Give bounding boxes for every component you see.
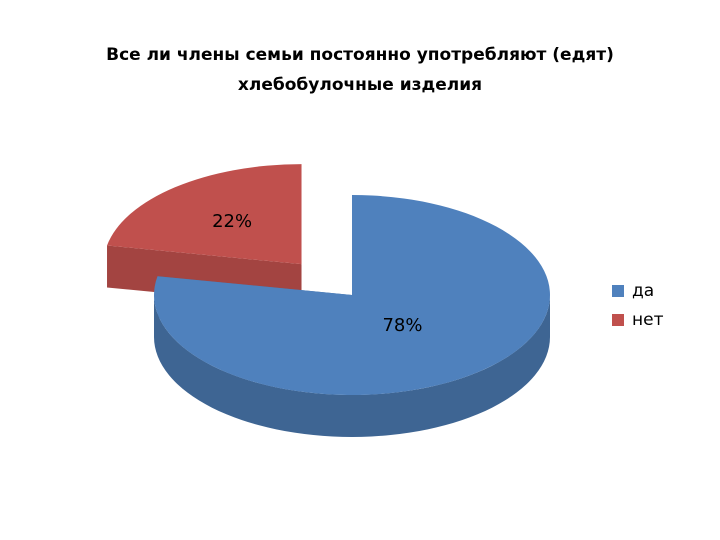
legend-swatch	[612, 314, 624, 326]
legend-swatch	[612, 285, 624, 297]
chart-title: Все ли члены семьи постоянно употребляют…	[106, 45, 614, 95]
slice	[153, 195, 550, 395]
legend-label: нет	[632, 310, 664, 330]
data-label: 78%	[382, 315, 422, 336]
legend-label: да	[632, 281, 654, 301]
slice-side	[154, 295, 550, 437]
data-label: 22%	[212, 211, 252, 232]
slice	[107, 164, 302, 265]
